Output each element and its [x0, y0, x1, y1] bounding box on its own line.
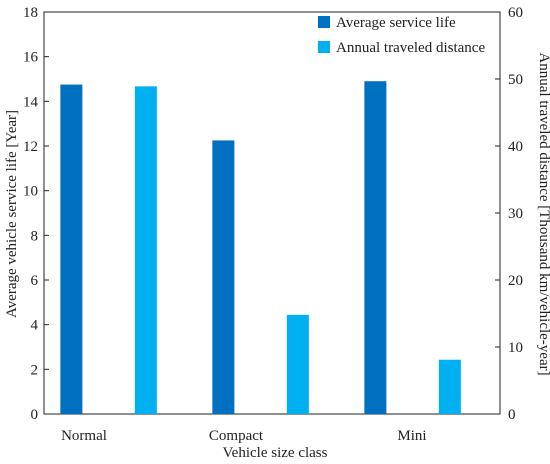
bars: [60, 81, 461, 415]
bar-service-life-normal: [60, 84, 83, 414]
left-tick-label: 6: [31, 273, 39, 289]
left-axis-title: Average vehicle service life [Year]: [4, 110, 20, 318]
x-tick-label-normal: Normal: [61, 428, 107, 444]
left-tick-label: 0: [31, 407, 39, 423]
right-tick-label: 40: [508, 139, 523, 155]
left-axis-ticks: 0 2 4 6 8 10 12 14 16 18: [23, 5, 49, 423]
bar-traveled-distance-mini: [438, 359, 461, 414]
left-tick-label: 8: [31, 228, 39, 244]
bar-service-life-compact: [212, 140, 235, 414]
x-tick-label-mini: Mini: [397, 428, 426, 444]
left-tick-label: 16: [23, 50, 39, 66]
right-tick-label: 20: [508, 273, 523, 289]
right-tick-label: 10: [508, 340, 523, 356]
legend-label-service-life: Average service life: [336, 15, 456, 31]
bar-service-life-mini: [364, 81, 387, 414]
legend-swatch-traveled-distance: [318, 41, 330, 53]
legend-label-traveled-distance: Annual traveled distance: [336, 40, 485, 56]
right-tick-label: 60: [508, 5, 523, 21]
right-axis-ticks: 0 10 20 30 40 50 60: [495, 5, 523, 423]
x-tick-label-compact: Compact: [209, 428, 264, 444]
x-axis-tick-labels: Normal Compact Mini: [61, 428, 427, 444]
bar-traveled-distance-compact: [286, 314, 309, 414]
plot-frame-group: [43, 11, 501, 415]
bar-traveled-distance-normal: [134, 86, 157, 415]
left-tick-label: 12: [23, 139, 38, 155]
left-tick-label: 10: [23, 184, 38, 200]
left-tick-label: 18: [23, 5, 38, 21]
left-tick-label: 2: [31, 362, 39, 378]
right-tick-label: 50: [508, 72, 523, 88]
right-tick-label: 30: [508, 206, 523, 222]
x-axis-title: Vehicle size class: [223, 445, 328, 461]
plot-frame: [43, 11, 501, 415]
left-tick-label: 4: [31, 318, 39, 334]
legend: Average service life Annual traveled dis…: [318, 15, 485, 56]
left-tick-label: 14: [23, 94, 39, 110]
legend-swatch-service-life: [318, 16, 330, 28]
right-axis-title: Annual traveled distance [Thousand km/ve…: [536, 52, 550, 375]
right-tick-label: 0: [508, 407, 516, 423]
